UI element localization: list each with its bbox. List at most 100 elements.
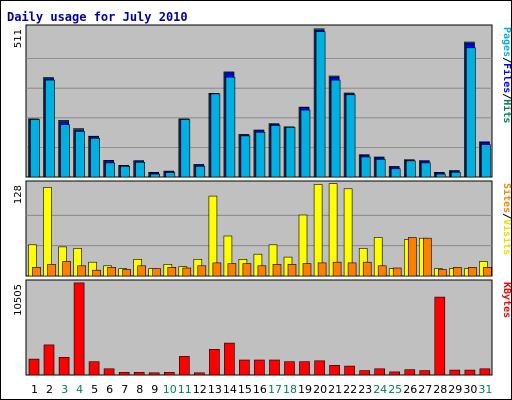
- bar-sites-day-5: [92, 269, 101, 277]
- x-tick-label-day-24: 24: [373, 383, 387, 396]
- bar-sites-day-31: [483, 266, 492, 277]
- bar-sites-day-4: [77, 265, 86, 277]
- bar-pages-day-24: [375, 159, 386, 178]
- x-tick-label-day-15: 15: [238, 383, 252, 396]
- legend-entry: KBytes: [501, 282, 511, 318]
- bar-sites-day-18: [287, 264, 297, 277]
- bar-pages-day-8: [135, 162, 145, 178]
- panel-bottom-background: [25, 279, 493, 376]
- bar-kbytes-day-24: [374, 368, 386, 376]
- bar-visits-day-20: [313, 184, 323, 277]
- panel-top: 511 Pages/Files/Hits: [13, 24, 511, 178]
- bar-kbytes-day-26: [404, 369, 416, 376]
- x-tick-label-day-1: 1: [31, 383, 38, 396]
- bar-kbytes-day-16: [254, 359, 265, 376]
- x-tick-label-day-29: 29: [448, 383, 462, 396]
- bar-kbytes-day-2: [43, 344, 55, 376]
- bar-sites-day-10: [167, 266, 177, 277]
- bar-kbytes-day-5: [88, 361, 100, 376]
- bar-sites-day-6: [107, 266, 116, 277]
- x-tick-label-day-27: 27: [418, 383, 432, 396]
- x-tick-label-day-14: 14: [223, 383, 237, 396]
- panel-bottom: 10505 KBytes: [13, 279, 511, 376]
- bar-kbytes-day-19: [299, 361, 310, 376]
- bar-pages-day-15: [240, 135, 251, 178]
- bar-pages-day-4: [75, 131, 85, 178]
- x-tick-label-day-5: 5: [91, 383, 98, 396]
- bar-sites-day-8: [137, 265, 146, 277]
- bar-visits-day-2: [43, 187, 52, 277]
- legend-entry: Sites: [501, 183, 511, 213]
- bar-kbytes-day-7: [118, 371, 130, 376]
- bar-sites-day-7: [122, 269, 131, 277]
- bar-sites-day-14: [227, 263, 237, 277]
- legend-entry: /: [501, 57, 511, 63]
- bar-kbytes-day-17: [269, 359, 280, 376]
- x-tick-label-day-21: 21: [328, 383, 342, 396]
- legend-top: Pages/Files/Hits: [501, 27, 511, 123]
- x-tick-label-day-20: 20: [313, 383, 327, 396]
- x-tick-label-day-22: 22: [343, 383, 357, 396]
- bar-sites-day-27: [422, 237, 432, 277]
- bar-pages-day-17: [270, 125, 281, 178]
- x-tick-label-day-30: 30: [463, 383, 477, 396]
- legend-middle: Sites/Visits: [501, 183, 511, 255]
- bar-pages-day-10: [165, 172, 176, 178]
- bar-sites-day-29: [452, 266, 462, 277]
- y-max-label-top: 511: [13, 29, 24, 48]
- bar-kbytes-day-10: [164, 371, 175, 376]
- bar-sites-day-12: [197, 265, 207, 277]
- bar-pages-day-23: [360, 156, 371, 178]
- chart-title: Daily usage for July 2010: [7, 10, 188, 24]
- y-max-label-bottom: 10505: [13, 284, 24, 316]
- bar-pages-day-5: [90, 138, 100, 178]
- x-tick-label-day-12: 12: [193, 383, 207, 396]
- bar-pages-day-11: [180, 119, 191, 178]
- legend-entry: /: [501, 93, 511, 99]
- x-tick-label-day-3: 3: [61, 383, 68, 396]
- x-tick-label-day-10: 10: [163, 383, 177, 396]
- bar-sites-day-16: [257, 265, 267, 277]
- bar-kbytes-day-27: [419, 370, 431, 376]
- bar-sites-day-19: [302, 263, 312, 277]
- bar-sites-day-22: [347, 262, 357, 277]
- x-tick-label-day-8: 8: [136, 383, 143, 396]
- bar-sites-day-24: [377, 265, 387, 277]
- bar-pages-day-28: [435, 173, 446, 178]
- bar-kbytes-day-4: [73, 282, 85, 376]
- bar-pages-day-9: [150, 173, 160, 178]
- bar-sites-day-9: [152, 268, 161, 277]
- bar-kbytes-day-22: [344, 365, 355, 376]
- x-axis-labels: 1 2 3 4 5 6 7 8 9 10 11 12 13 14 15 16 17 18 19 20 21 22 23 24 2…: [31, 383, 492, 396]
- bar-pages-day-25: [390, 168, 401, 178]
- legend-entry: Visits: [501, 219, 511, 255]
- x-tick-label-day-13: 13: [208, 383, 222, 396]
- bar-sites-day-25: [392, 267, 402, 277]
- bar-kbytes-day-8: [133, 371, 145, 376]
- bar-sites-day-3: [62, 261, 71, 277]
- bar-kbytes-day-6: [103, 368, 115, 376]
- bar-sites-day-17: [272, 264, 282, 277]
- bar-pages-day-31: [481, 144, 491, 178]
- bar-pages-day-12: [195, 166, 206, 178]
- bar-pages-day-30: [466, 47, 476, 178]
- bar-pages-day-27: [420, 162, 431, 178]
- x-tick-label-day-18: 18: [283, 383, 297, 396]
- bar-sites-day-1: [32, 266, 41, 277]
- legend-entry: /: [501, 213, 511, 219]
- bar-sites-day-15: [242, 263, 252, 277]
- bar-pages-day-19: [300, 109, 311, 178]
- bar-pages-day-26: [405, 160, 416, 178]
- bar-kbytes-day-31: [479, 368, 491, 376]
- x-tick-label-day-16: 16: [253, 383, 267, 396]
- bar-pages-day-1: [30, 119, 40, 178]
- bar-kbytes-day-18: [284, 361, 295, 376]
- x-tick-label-day-28: 28: [433, 383, 447, 396]
- bar-pages-day-29: [450, 172, 461, 178]
- bar-kbytes-day-28: [434, 296, 446, 376]
- x-tick-label-day-11: 11: [178, 383, 192, 396]
- bar-pages-day-16: [255, 132, 266, 178]
